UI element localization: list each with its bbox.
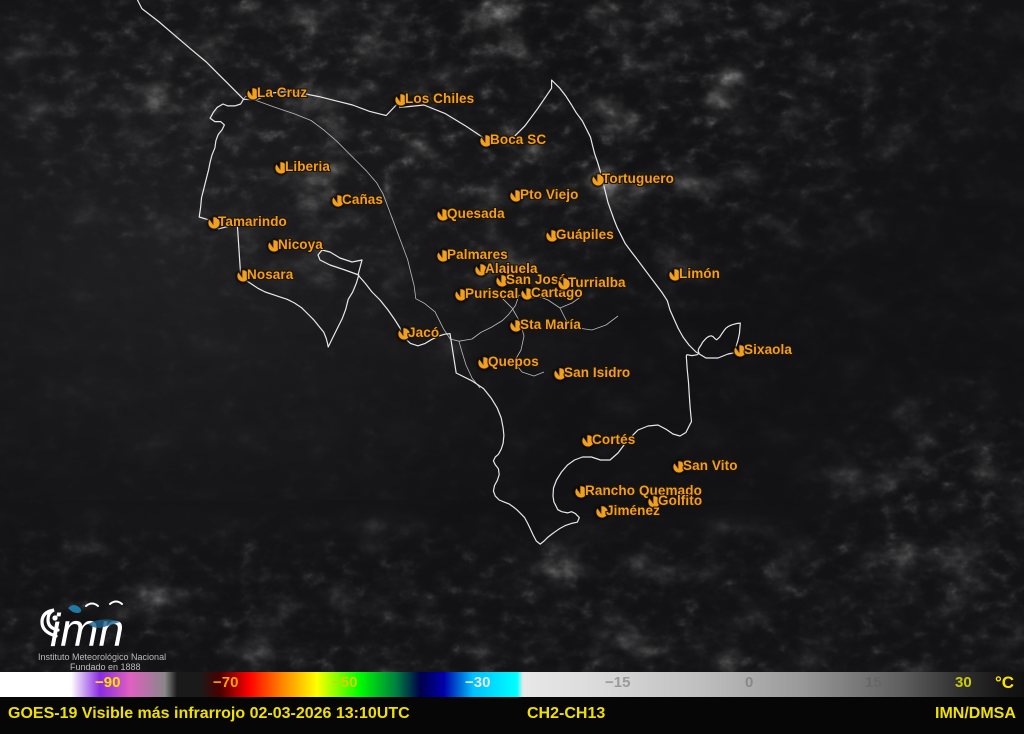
svg-text:imn: imn xyxy=(50,604,124,656)
svg-text:Fundado en 1888: Fundado en 1888 xyxy=(70,662,141,672)
svg-text:Instituto Meteorológico Nacion: Instituto Meteorológico Nacional xyxy=(38,652,166,662)
